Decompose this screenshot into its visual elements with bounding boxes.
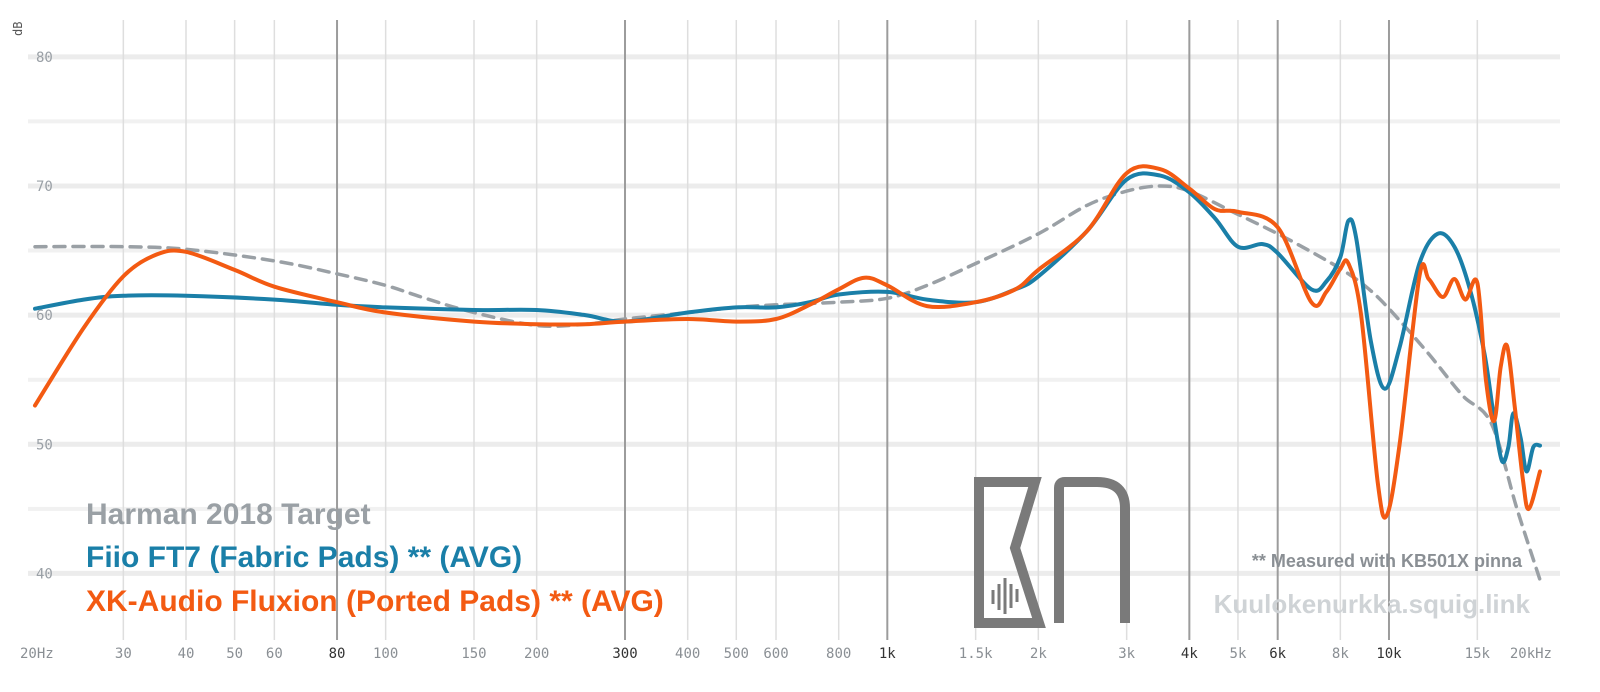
x-grid xyxy=(122,20,1479,640)
x-tick-label: 1k xyxy=(879,646,896,662)
y-axis-ticks: 80 70 60 50 40 xyxy=(36,50,53,583)
site-watermark: Kuulokenurkka.squig.link xyxy=(1214,589,1531,619)
x-tick-label: 20kHz xyxy=(1510,646,1552,662)
x-tick-label: 100 xyxy=(373,646,398,662)
y-axis-unit: dB xyxy=(11,22,25,36)
x-tick-label: 2k xyxy=(1030,646,1047,662)
y-tick-label: 70 xyxy=(36,179,53,195)
legend-fiio-ft7: Fiio FT7 (Fabric Pads) ** (AVG) xyxy=(86,541,522,574)
series-line-1 xyxy=(33,171,1542,474)
x-axis-ticks: 20Hz 30 40 50 60 80 100 150 200 300 400 500 600 800 1k… xyxy=(20,646,1552,662)
x-tick-label: 15k xyxy=(1465,646,1491,662)
x-tick-label: 600 xyxy=(763,646,788,662)
x-tick-label: 4k xyxy=(1181,646,1198,662)
x-tick-label: 300 xyxy=(612,646,637,662)
series-line-0 xyxy=(33,184,1542,582)
y-tick-label: 60 xyxy=(36,308,53,324)
kn-logo-icon xyxy=(974,477,1130,628)
x-tick-label: 8k xyxy=(1332,646,1349,662)
measurement-note: ** Measured with KB501X pinna xyxy=(1252,551,1523,571)
x-tick-label: 200 xyxy=(524,646,549,662)
x-tick-label: 80 xyxy=(329,646,346,662)
y-tick-label: 80 xyxy=(36,50,53,66)
legend-xk-audio-fluxion: XK-Audio Fluxion (Ported Pads) ** (AVG) xyxy=(86,585,664,618)
series-line-2 xyxy=(33,164,1542,520)
y-grid xyxy=(28,54,1560,576)
y-tick-label: 40 xyxy=(36,566,53,582)
x-tick-label: 400 xyxy=(675,646,700,662)
x-tick-label: 30 xyxy=(115,646,132,662)
x-tick-label: 40 xyxy=(178,646,195,662)
x-tick-label: 500 xyxy=(724,646,749,662)
x-tick-label: 6k xyxy=(1269,646,1286,662)
x-tick-label: 10k xyxy=(1376,646,1402,662)
x-tick-label: 50 xyxy=(226,646,243,662)
x-tick-label: 800 xyxy=(826,646,851,662)
x-tick-label: 1.5k xyxy=(959,646,993,662)
series-layer xyxy=(33,164,1542,582)
x-tick-label: 5k xyxy=(1230,646,1247,662)
x-tick-label: 20Hz xyxy=(20,646,54,662)
x-tick-label: 60 xyxy=(266,646,283,662)
x-tick-label: 3k xyxy=(1118,646,1135,662)
legend-target: Harman 2018 Target xyxy=(86,498,371,531)
y-tick-label: 50 xyxy=(36,437,53,453)
x-tick-label: 150 xyxy=(461,646,486,662)
